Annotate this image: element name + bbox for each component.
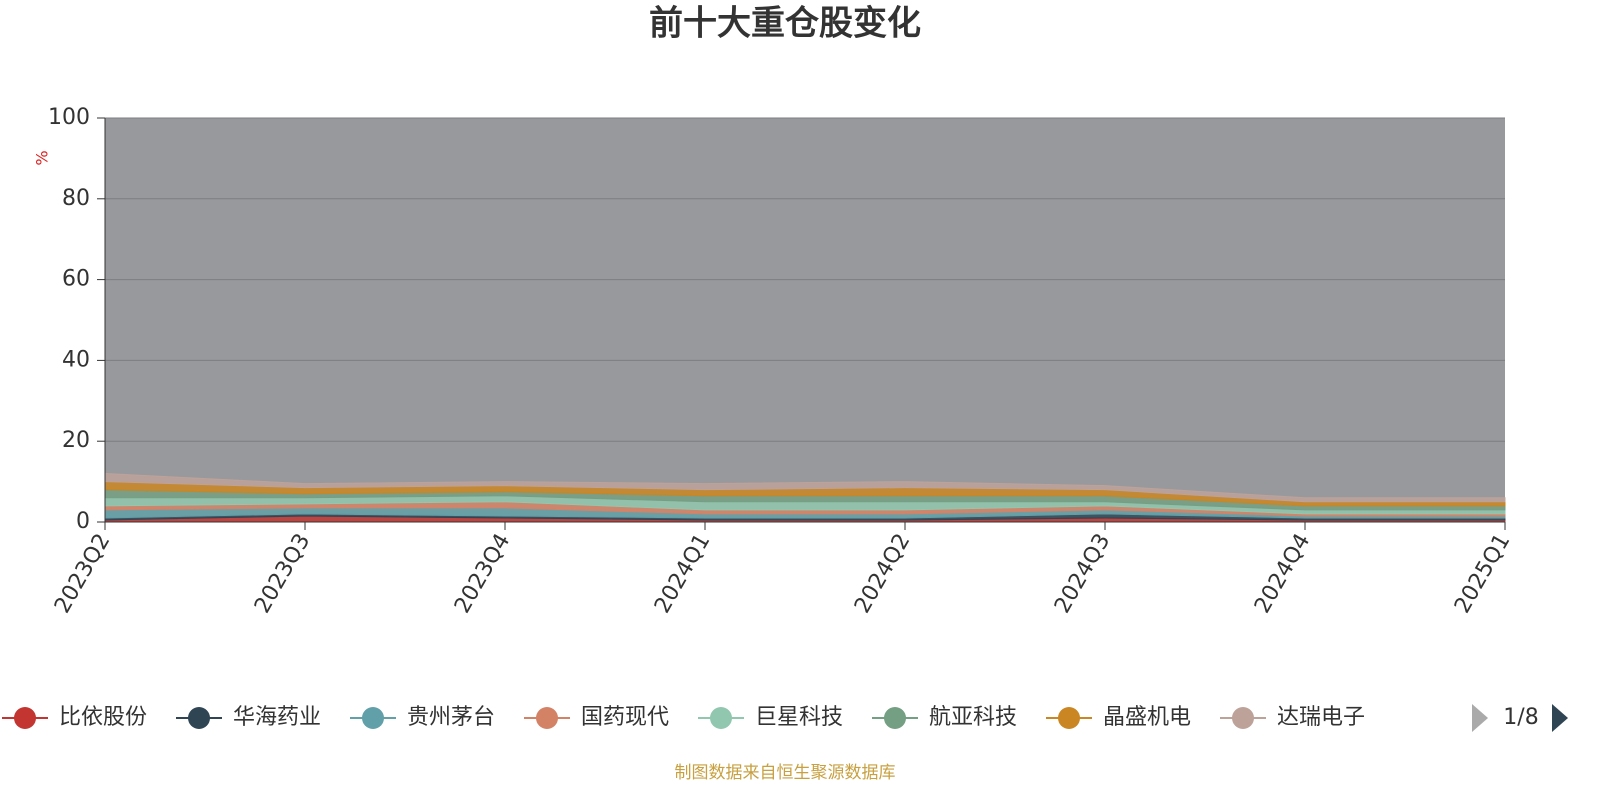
legend-label: 航亚科技 bbox=[929, 705, 1017, 730]
legend-marker bbox=[710, 707, 732, 729]
x-tick-label: 2024Q4 bbox=[1250, 530, 1315, 618]
legend-marker bbox=[188, 707, 210, 729]
x-tick-label: 2025Q1 bbox=[1450, 530, 1515, 618]
source-note: 制图数据来自恒生聚源数据库 bbox=[675, 763, 896, 783]
y-axis-label: % bbox=[33, 150, 52, 165]
plot-background bbox=[105, 118, 1505, 522]
legend-marker bbox=[14, 707, 36, 729]
chart-title: 前十大重仓股变化 bbox=[649, 4, 921, 44]
x-tick-label: 2023Q3 bbox=[250, 530, 315, 618]
legend-marker bbox=[536, 707, 558, 729]
legend-label: 巨星科技 bbox=[755, 705, 843, 730]
x-tick-label: 2023Q4 bbox=[450, 530, 515, 618]
y-tick-label: 20 bbox=[62, 428, 90, 453]
y-tick-label: 80 bbox=[62, 186, 90, 211]
y-tick-label: 0 bbox=[76, 509, 90, 534]
y-tick-label: 100 bbox=[48, 105, 90, 130]
legend-next[interactable] bbox=[1552, 704, 1568, 732]
x-tick-label: 2024Q3 bbox=[1050, 530, 1115, 618]
legend-label: 国药现代 bbox=[581, 705, 669, 730]
legend-prev[interactable] bbox=[1472, 704, 1488, 732]
legend-label: 华海药业 bbox=[233, 705, 321, 730]
x-tick-label: 2023Q2 bbox=[50, 530, 115, 618]
legend-marker bbox=[1058, 707, 1080, 729]
y-tick-label: 40 bbox=[62, 347, 90, 372]
legend-label: 达瑞电子 bbox=[1277, 705, 1365, 730]
legend-marker bbox=[362, 707, 384, 729]
legend-label: 晶盛机电 bbox=[1103, 705, 1191, 730]
area bbox=[104, 472, 1506, 503]
x-tick-label: 2024Q1 bbox=[650, 530, 715, 618]
y-tick-label: 60 bbox=[62, 267, 90, 292]
legend-page: 1/8 bbox=[1503, 705, 1538, 730]
legend-marker bbox=[884, 707, 906, 729]
x-tick-label: 2024Q2 bbox=[850, 530, 915, 618]
legend-label: 贵州茅台 bbox=[407, 705, 495, 730]
legend-marker bbox=[1232, 707, 1254, 729]
legend-label: 比依股份 bbox=[59, 705, 147, 730]
